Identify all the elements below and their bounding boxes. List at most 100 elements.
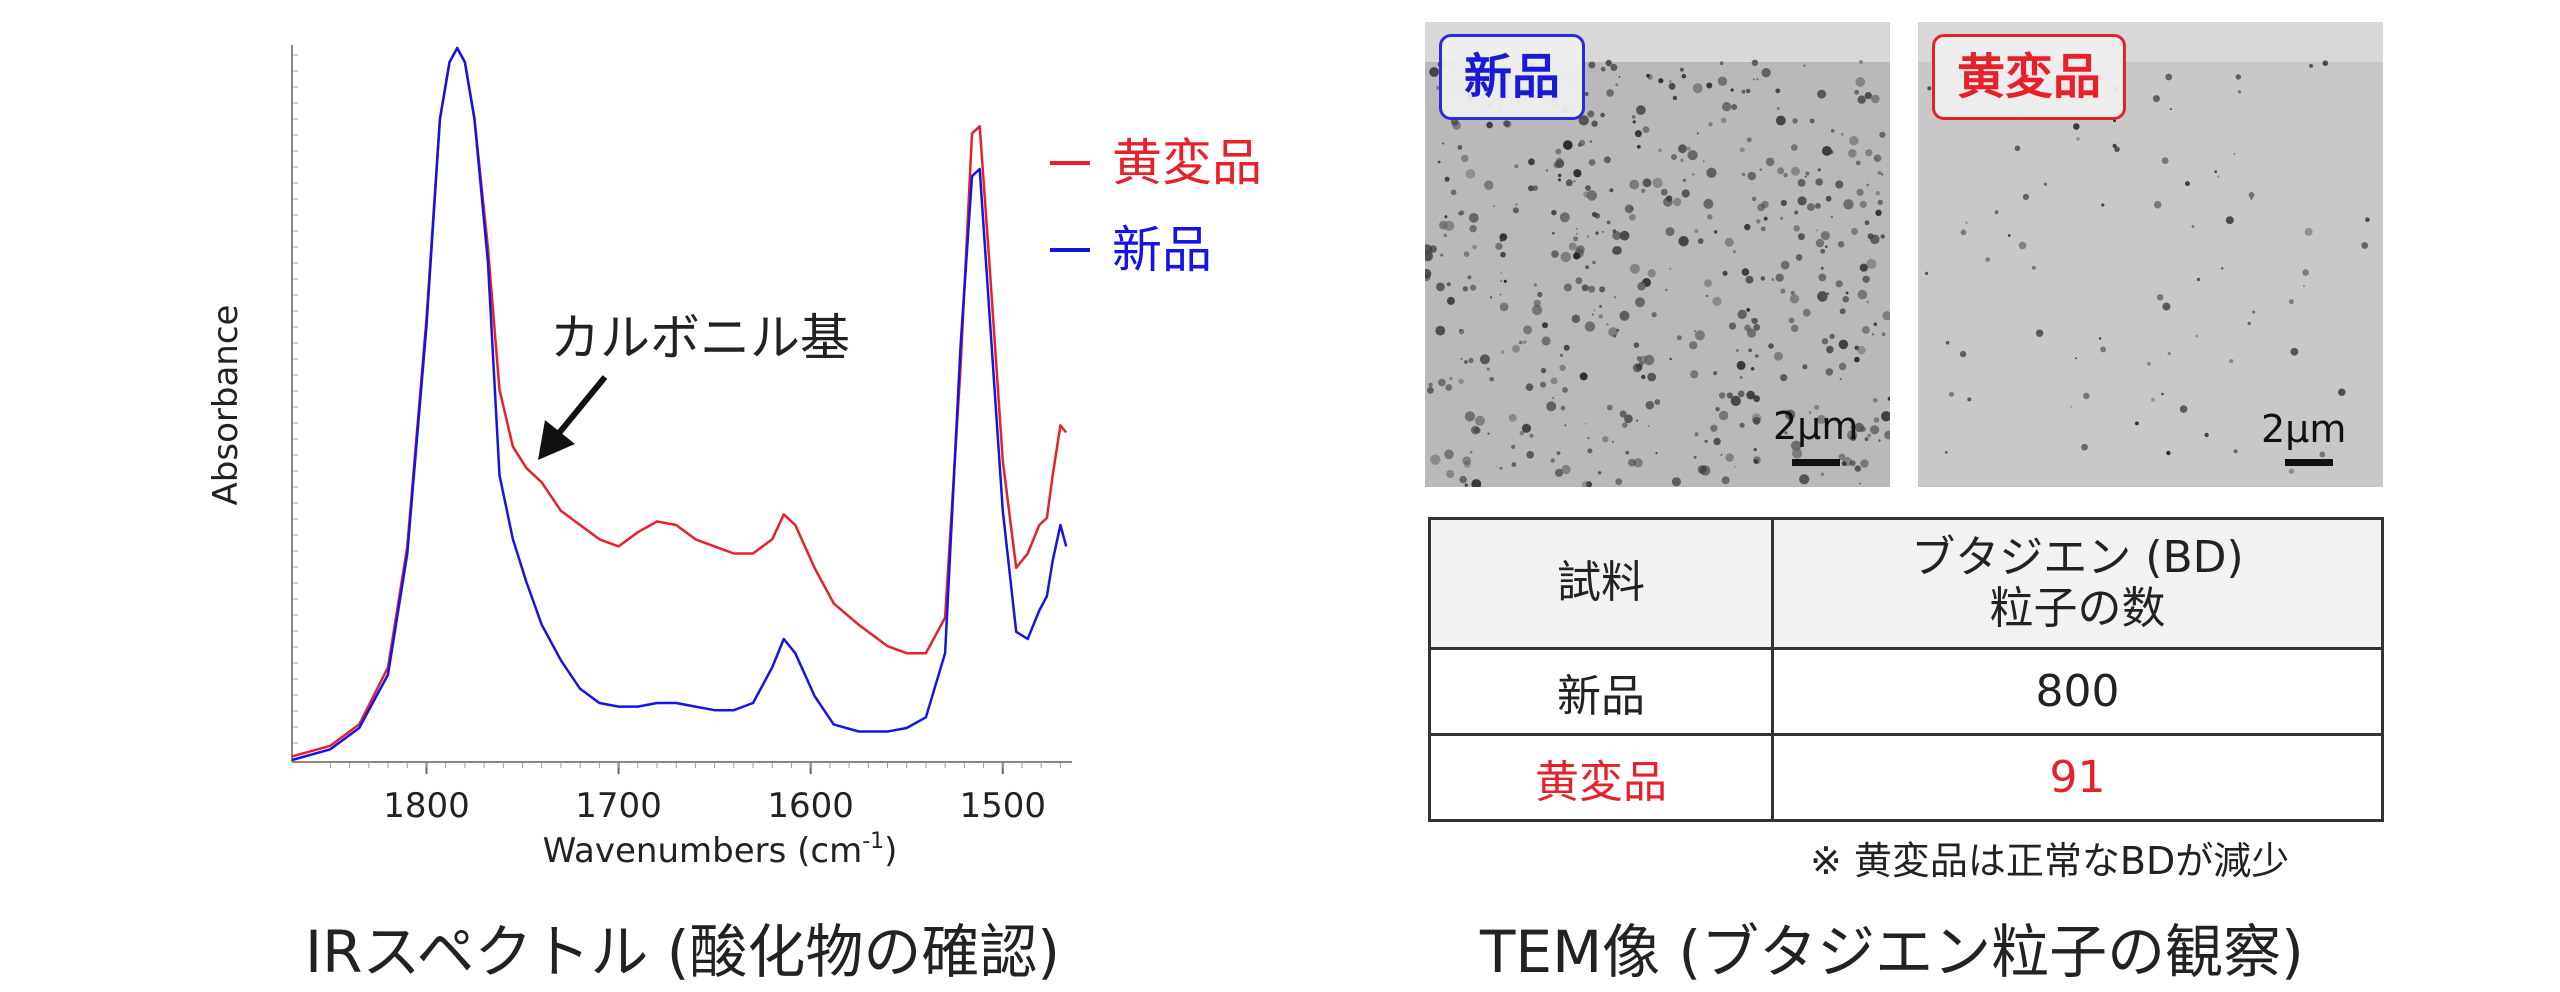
tem-particle — [1631, 115, 1636, 119]
tem-particle — [1835, 280, 1843, 288]
tem-particle — [1681, 73, 1687, 79]
tem-particle — [1689, 341, 1698, 350]
tem-particle — [1521, 423, 1532, 433]
x-tick-label: 1600 — [767, 786, 854, 826]
tem-particle — [1722, 270, 1728, 276]
tem-particle — [2303, 285, 2305, 288]
tem-particle — [1830, 129, 1835, 133]
tem-particle — [1460, 357, 1463, 360]
tem-particle — [1584, 92, 1589, 96]
tem-yellowed-scale-label: 2μm — [2261, 407, 2347, 451]
tem-particle — [1797, 196, 1807, 206]
tem-particle — [1759, 168, 1763, 171]
tem-particle — [1429, 67, 1439, 77]
tem-particle — [1499, 466, 1503, 470]
tem-particle — [1829, 333, 1835, 340]
tem-particle — [2233, 449, 2238, 454]
tem-particle — [1642, 126, 1650, 133]
tem-particle — [1739, 147, 1745, 153]
tem-particle — [1690, 370, 1699, 379]
tem-particle — [1854, 356, 1860, 363]
tem-particle — [1523, 340, 1527, 344]
tem-particle — [1753, 459, 1759, 464]
tem-particle — [1708, 122, 1713, 127]
tem-particle — [1458, 211, 1463, 216]
tem-particle — [1464, 360, 1468, 364]
tem-particle — [1753, 447, 1757, 452]
tem-particle — [1768, 343, 1774, 349]
tem-particle — [1721, 476, 1730, 485]
tem-particle — [1425, 250, 1433, 262]
tem-particle — [1784, 431, 1788, 435]
tem-particle — [1693, 455, 1697, 459]
tem-particle — [1430, 454, 1441, 465]
tem-particle — [1555, 159, 1565, 169]
tem-particle — [1564, 424, 1567, 427]
tem-particle — [2233, 152, 2236, 155]
tem-particle — [1692, 173, 1695, 176]
tem-particle — [2101, 203, 2105, 207]
tem-particle — [1842, 295, 1849, 303]
tem-particle — [1751, 196, 1757, 202]
tem-particle — [1717, 76, 1728, 86]
tem-particle — [1592, 260, 1596, 265]
tem-particle — [1500, 272, 1502, 274]
table-note: ※ 黄変品は正常なBDが減少 — [1810, 839, 2290, 883]
tem-particle — [1746, 88, 1751, 94]
tem-particle — [1669, 267, 1672, 270]
tem-particle — [1875, 209, 1882, 216]
tem-particle — [1500, 251, 1506, 258]
legend-label-new: 新品 — [1112, 221, 1212, 279]
tem-particle — [1619, 310, 1630, 321]
tem-particle — [1808, 411, 1812, 414]
tem-particle — [1579, 372, 1588, 381]
tem-particle — [1468, 213, 1479, 223]
tem-particle — [1805, 171, 1810, 176]
tem-particle — [1555, 468, 1563, 477]
tem-particle — [1464, 411, 1475, 422]
tem-particle — [1593, 309, 1596, 312]
tem-particle — [2225, 216, 2234, 225]
tem-particle — [1471, 425, 1480, 435]
tem-particle — [1830, 215, 1833, 219]
tem-particle — [1779, 216, 1784, 220]
tem-particle — [1441, 142, 1445, 145]
cell-count-yellowed: 91 — [1771, 733, 2384, 822]
tem-particle — [1612, 231, 1622, 241]
series-line-new — [291, 46, 1068, 762]
tem-particle — [2014, 145, 2021, 152]
tem-particle — [1444, 215, 1448, 219]
tem-particle — [1945, 451, 1948, 454]
tem-particle — [1552, 397, 1555, 399]
tem-particle — [1802, 364, 1808, 370]
tem-particle — [1676, 335, 1682, 341]
tem-particle — [1606, 220, 1611, 225]
tem-particle — [1615, 478, 1623, 486]
tem-particle — [1472, 244, 1477, 250]
tem-particle — [1474, 415, 1485, 426]
tem-particle — [1719, 61, 1724, 65]
tem-particle — [1495, 465, 1498, 468]
tem-particle — [2179, 405, 2188, 413]
tem-particle — [1606, 323, 1609, 326]
cell-sample-new: 新品 — [1428, 647, 1774, 736]
tem-particle — [1559, 212, 1570, 223]
tem-particle — [1791, 440, 1802, 451]
tem-particle — [1854, 465, 1861, 472]
tem-caption: TEM像 (ブタジエン粒子の観察) — [1480, 918, 2304, 986]
annotation-arrow — [538, 375, 608, 460]
tem-particle — [1555, 148, 1562, 155]
tem-particle — [1816, 415, 1826, 424]
tem-particle — [1775, 115, 1786, 126]
tem-particle — [1678, 236, 1689, 247]
tem-particle — [1598, 314, 1604, 319]
tem-particle — [1760, 276, 1766, 281]
tem-particle — [1633, 458, 1643, 468]
tem-particle — [1865, 149, 1873, 157]
tem-particle — [1487, 432, 1490, 435]
tem-particle — [1537, 291, 1543, 298]
tem-particle — [1731, 104, 1738, 110]
tem-particle — [1871, 333, 1875, 336]
tem-new-scale-bar — [1792, 459, 1840, 466]
tem-particle — [1493, 205, 1496, 208]
